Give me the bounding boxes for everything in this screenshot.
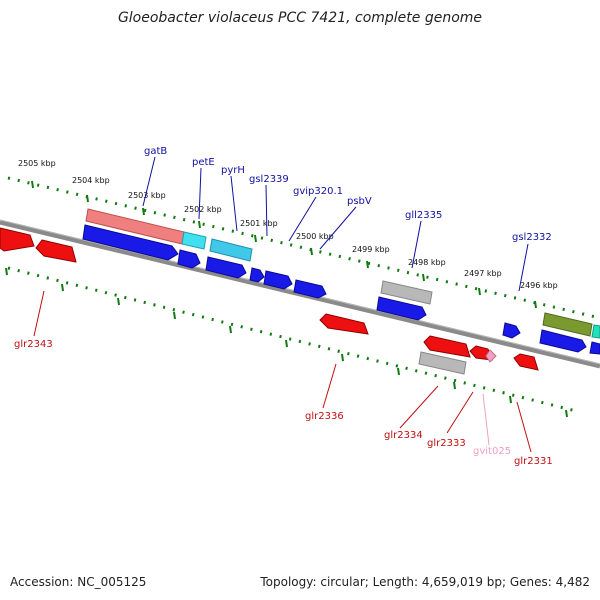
tick-line-bottom: [7, 266, 581, 414]
gene-label: gvip320.1: [293, 186, 343, 197]
features-reverse: [0, 227, 539, 371]
features-upper: [85, 208, 600, 339]
gene-feature: [423, 335, 471, 358]
map-title: Gloeobacter violaceus PCC 7421, complete…: [117, 10, 483, 26]
tick-label: 2497 kbp: [464, 269, 502, 278]
gene-label: petE: [192, 157, 215, 168]
tick-label: 2499 kbp: [352, 245, 390, 254]
gene-label: gatB: [144, 146, 167, 157]
gene-feature: [249, 267, 265, 283]
gene-feature: [485, 349, 497, 363]
leader-lines-bottom: [33, 290, 532, 453]
gene-feature: [589, 341, 600, 355]
gene-label: glr2334: [384, 430, 423, 441]
gene-labels-bottom: glr2343 glr2336 glr2334 glr2333 gvit025 …: [14, 339, 553, 467]
features-forward: [82, 224, 600, 355]
gene-feature: [82, 224, 179, 261]
gene-label: psbV: [347, 196, 372, 207]
tick-line-top: [7, 176, 600, 320]
major-ticks: [5, 180, 568, 418]
leader-line-pink: [482, 393, 490, 446]
gene-feature: [293, 279, 327, 299]
tick-label: 2500 kbp: [296, 232, 334, 241]
gene-feature: [513, 353, 539, 371]
tick-label: 2502 kbp: [184, 205, 222, 214]
tick-label: 2501 kbp: [240, 219, 278, 228]
tick-label: 2496 kbp: [520, 281, 558, 290]
gene-label: glr2343: [14, 339, 53, 350]
gene-labels-top: gatB petE pyrH gsl2339 gvip320.1 psbV gl…: [144, 146, 552, 243]
gene-feature: [205, 256, 247, 279]
tick-label: 2503 kbp: [128, 191, 166, 200]
gene-feature: [418, 351, 467, 375]
gene-label: glr2336: [305, 411, 344, 422]
features-lower: [418, 349, 497, 375]
gene-label: gll2335: [405, 210, 442, 221]
tick-label: 2504 kbp: [72, 176, 110, 185]
gene-feature: [542, 312, 593, 337]
gene-feature: [591, 324, 600, 339]
gene-label: glr2333: [427, 438, 466, 449]
gene-feature: [263, 270, 293, 290]
genome-summary-text: Topology: circular; Length: 4,659,019 bp…: [260, 575, 590, 589]
tick-label: 2505 kbp: [18, 159, 56, 168]
gene-feature: [181, 231, 207, 250]
leader-lines-top: [142, 156, 529, 292]
gene-feature: [380, 280, 433, 305]
gene-feature: [209, 238, 253, 262]
gene-label: gsl2332: [512, 232, 552, 243]
gene-label: pyrH: [221, 165, 245, 176]
gene-feature: [319, 313, 369, 335]
gene-label: glr2331: [514, 456, 553, 467]
gene-label: gvit025: [473, 446, 511, 457]
gene-feature: [35, 239, 77, 263]
gene-label: gsl2339: [249, 174, 289, 185]
gene-feature: [0, 227, 35, 252]
accession-text: Accession: NC_005125: [10, 575, 147, 589]
tick-label: 2498 kbp: [408, 258, 446, 267]
tick-labels: 2505 kbp 2504 kbp 2503 kbp 2502 kbp 2501…: [18, 159, 558, 290]
gene-feature: [177, 249, 201, 269]
gene-feature: [502, 322, 521, 339]
gene-feature: [539, 329, 587, 353]
gene-feature: [376, 296, 427, 321]
